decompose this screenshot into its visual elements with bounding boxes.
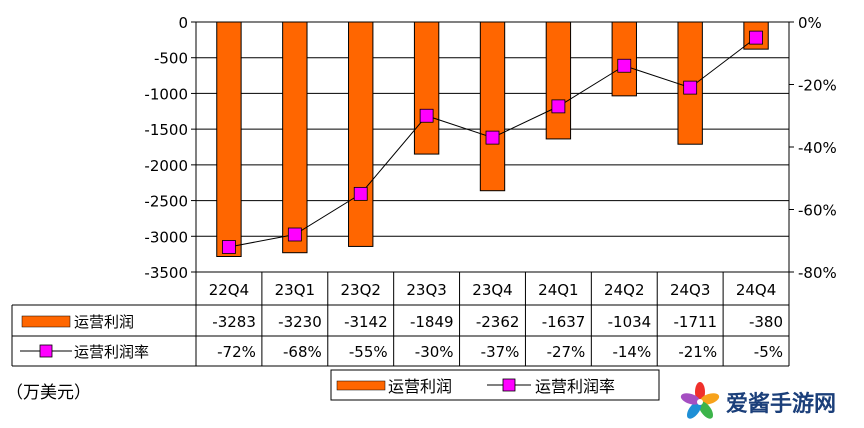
row-label: 运营利润率 [74,343,149,361]
bar-value-label: -3230 [278,313,322,331]
category-label: 23Q1 [275,281,315,299]
bar [348,21,374,247]
rate-value-label: -14% [612,343,651,361]
left-tick-label: -2000 [144,157,188,175]
bar-value-label: -380 [749,313,783,331]
category-label: 24Q4 [736,281,776,299]
row-label: 运营利润 [74,313,134,331]
rate-point [617,58,632,73]
category-label: 23Q2 [341,281,381,299]
bar-value-label: -3283 [212,313,256,331]
right-tick-label: -20% [798,77,837,95]
watermark-text: 爱酱手游网 [726,391,836,417]
rate-value-label: -68% [283,343,322,361]
bar-value-label: -1034 [608,313,652,331]
bar-value-label: -1711 [674,313,718,331]
category-label: 22Q4 [209,281,249,299]
rate-point [749,30,763,45]
rate-point [287,227,302,242]
right-tick-label: 0% [798,14,822,32]
left-tick-label: -3500 [144,264,188,282]
bar [282,21,308,254]
bar-value-label: -1637 [542,313,586,331]
category-label: 23Q3 [406,281,446,299]
legend-line-label: 运营利润率 [535,377,615,396]
left-tick-label: 0 [178,14,188,32]
bar [413,21,440,155]
rate-point [551,99,566,114]
rate-value-label: -30% [415,343,454,361]
bars [216,21,769,257]
rate-value-label: -21% [678,343,717,361]
rate-value-label: -72% [217,343,256,361]
bar-value-label: -3142 [344,313,388,331]
row-bar-swatch [21,315,71,328]
legend-line-marker [502,378,516,392]
rate-point [485,130,500,145]
legend-bar-swatch [336,380,386,391]
data-table: 22Q4 23Q1 23Q2 23Q3 23Q4 24Q1 24Q2 24Q3 24Q4 运营利润… [11,271,790,367]
bar [545,21,572,140]
bar [216,21,242,257]
rate-value-label: -55% [349,343,388,361]
category-label: 23Q4 [472,281,512,299]
right-tick-label: -80% [798,264,837,282]
pinwheel-logo-icon [680,382,720,419]
rate-value-label: -27% [547,343,586,361]
rate-value-label: -5% [754,343,783,361]
category-label: 24Q1 [538,281,578,299]
rate-value-label: -37% [481,343,520,361]
left-tick-label: -500 [154,50,188,68]
bar [743,21,769,50]
left-tick-label: -3000 [144,228,188,246]
unit-label: （万美元） [6,383,91,403]
left-tick-label: -2500 [144,193,188,211]
left-tick-label: -1500 [144,121,188,139]
right-tick-label: -40% [798,139,837,157]
bar-value-label: -1849 [410,313,454,331]
rate-line [222,30,763,254]
category-label: 24Q3 [670,281,710,299]
row-line-marker [39,344,53,358]
rate-point [222,240,236,254]
watermark: 爱酱手游网 [680,382,836,419]
bar [479,21,506,192]
bar-value-label: -2362 [476,313,520,331]
left-tick-label: -1000 [144,85,188,103]
legend-border [330,369,660,401]
rate-point [419,108,434,123]
legend: 运营利润 运营利润率 [330,369,660,401]
legend-bar-label: 运营利润 [388,377,452,396]
right-tick-label: -60% [798,202,837,220]
rate-point [683,80,698,95]
rate-point [353,186,368,201]
category-label: 24Q2 [604,281,644,299]
